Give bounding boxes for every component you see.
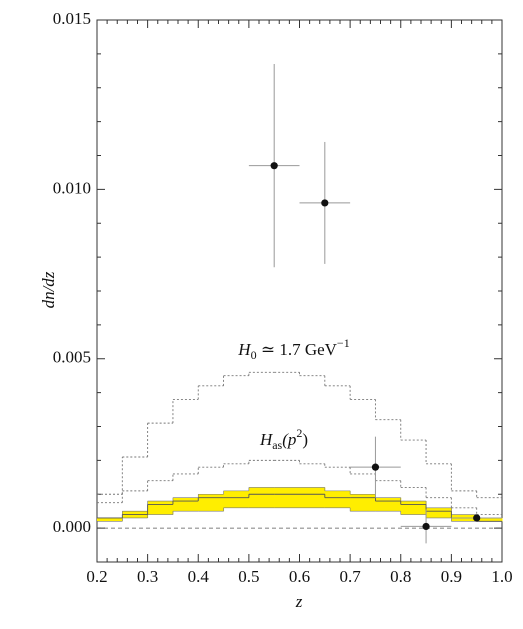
x-tick-label: 1.0 bbox=[491, 567, 512, 586]
annotation-part: ) bbox=[302, 430, 308, 449]
x-tick-label: 0.2 bbox=[86, 567, 107, 586]
band-bin bbox=[274, 487, 300, 508]
band-bin bbox=[147, 501, 174, 515]
x-tick-label: 0.8 bbox=[390, 567, 411, 586]
data-point bbox=[371, 463, 380, 471]
data-point bbox=[473, 514, 481, 522]
band-bin bbox=[324, 490, 351, 508]
band-bin bbox=[248, 487, 275, 508]
x-tick-label: 0.6 bbox=[289, 567, 310, 586]
y-tick-label: 0.015 bbox=[53, 9, 91, 28]
annotation: Has(p2) bbox=[259, 426, 308, 452]
data-point bbox=[321, 199, 329, 207]
annotation-part: as bbox=[272, 438, 282, 452]
data-point bbox=[422, 522, 430, 531]
band-bin bbox=[299, 487, 326, 508]
x-tick-label: 0.7 bbox=[340, 567, 362, 586]
y-tick-label: 0.000 bbox=[53, 517, 91, 536]
data-point bbox=[270, 162, 278, 170]
plot-frame bbox=[96, 19, 503, 563]
band-bin bbox=[97, 517, 123, 522]
annotation-part: 0 bbox=[251, 348, 257, 362]
band-bin bbox=[375, 497, 402, 512]
y-tick-label: 0.005 bbox=[53, 348, 91, 367]
y-tick-label: 0.010 bbox=[53, 178, 91, 197]
band-bin bbox=[350, 494, 376, 512]
band-bin bbox=[198, 494, 225, 512]
x-tick-label: 0.4 bbox=[188, 567, 210, 586]
annotation: H0 ≃ 1.7 GeV−1 bbox=[237, 336, 349, 362]
x-tick-label: 0.5 bbox=[238, 567, 259, 586]
annotation-part: 2 bbox=[296, 426, 302, 440]
band-bin bbox=[400, 501, 427, 515]
annotation-part: −1 bbox=[337, 336, 350, 350]
band-bin bbox=[426, 507, 452, 518]
band-bin bbox=[223, 490, 250, 508]
annotation-part: ≃ 1.7 GeV bbox=[257, 340, 338, 359]
annotation-part: H bbox=[259, 430, 274, 449]
y-axis-label: dn/dz bbox=[39, 271, 58, 308]
annotation-part: H bbox=[237, 340, 252, 359]
x-tick-label: 0.3 bbox=[137, 567, 158, 586]
x-axis-label: z bbox=[295, 592, 303, 611]
band-bin bbox=[476, 517, 503, 522]
band-bin bbox=[172, 497, 199, 512]
x-tick-label: 0.9 bbox=[441, 567, 462, 586]
annotation-part: (p bbox=[282, 430, 296, 449]
